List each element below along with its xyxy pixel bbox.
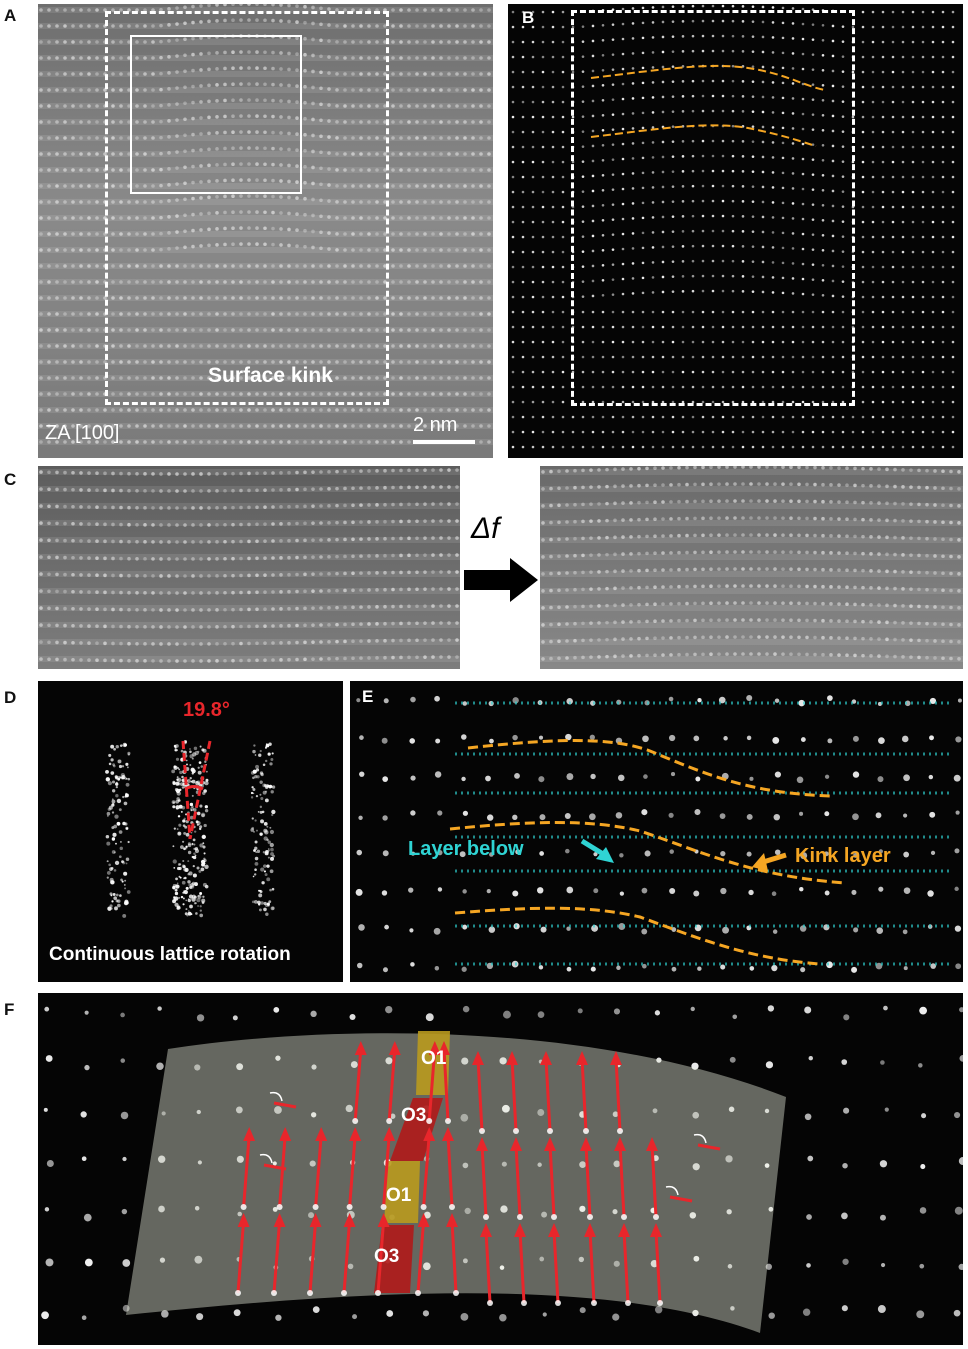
- o3-label-top: O3: [401, 1105, 427, 1126]
- dashed-kink-box-b: [571, 10, 855, 406]
- solid-inset-box: [130, 35, 302, 194]
- panel-b-lattice: [511, 4, 955, 449]
- panel-letter-f: F: [4, 1000, 15, 1019]
- panel-c-left-image: [38, 466, 460, 669]
- panel-e-image: E Layer below Kink layer: [350, 681, 963, 982]
- o1-label-top: O1: [421, 1048, 447, 1069]
- rotation-angle-label: 19.8°: [183, 699, 230, 721]
- panel-a-image: Surface kink ZA [100] 2 nm: [38, 4, 493, 458]
- panel-f-image: O1 O3 O1 O3: [38, 993, 963, 1345]
- defocus-arrow-icon: [464, 558, 538, 602]
- scale-bar: [413, 440, 475, 444]
- scale-bar-label: 2 nm: [413, 414, 458, 436]
- panel-letter-c: C: [4, 470, 17, 489]
- panel-letter-b: B: [522, 8, 535, 27]
- panel-c-left-lattice: [38, 468, 460, 663]
- panel-letter-a: A: [4, 6, 17, 25]
- panel-letter-e: E: [362, 687, 374, 706]
- surface-kink-label: Surface kink: [208, 364, 333, 387]
- panel-d-fft: 19.8° Continuous lattice rotation: [38, 681, 343, 982]
- layer-below-label: Layer below: [408, 838, 524, 860]
- panel-letter-d: D: [4, 688, 17, 707]
- panel-e-lattice: [355, 694, 962, 973]
- panel-a-lattice: [38, 4, 493, 445]
- panel-c-right-lattice: [540, 466, 963, 662]
- o3-label-bottom: O3: [374, 1246, 400, 1267]
- panel-c-right-image: [540, 466, 963, 669]
- zone-axis-label: ZA [100]: [45, 422, 120, 444]
- panel-b-image: [508, 4, 963, 458]
- defocus-label: Δf: [471, 512, 500, 545]
- o1-label-bottom: O1: [386, 1185, 412, 1206]
- dashed-kink-box: [105, 11, 389, 405]
- kink-layer-label: Kink layer: [795, 845, 891, 867]
- panel-f-lattice: [41, 1005, 963, 1333]
- continuous-rotation-caption: Continuous lattice rotation: [49, 944, 291, 965]
- fft-pattern: [105, 740, 276, 918]
